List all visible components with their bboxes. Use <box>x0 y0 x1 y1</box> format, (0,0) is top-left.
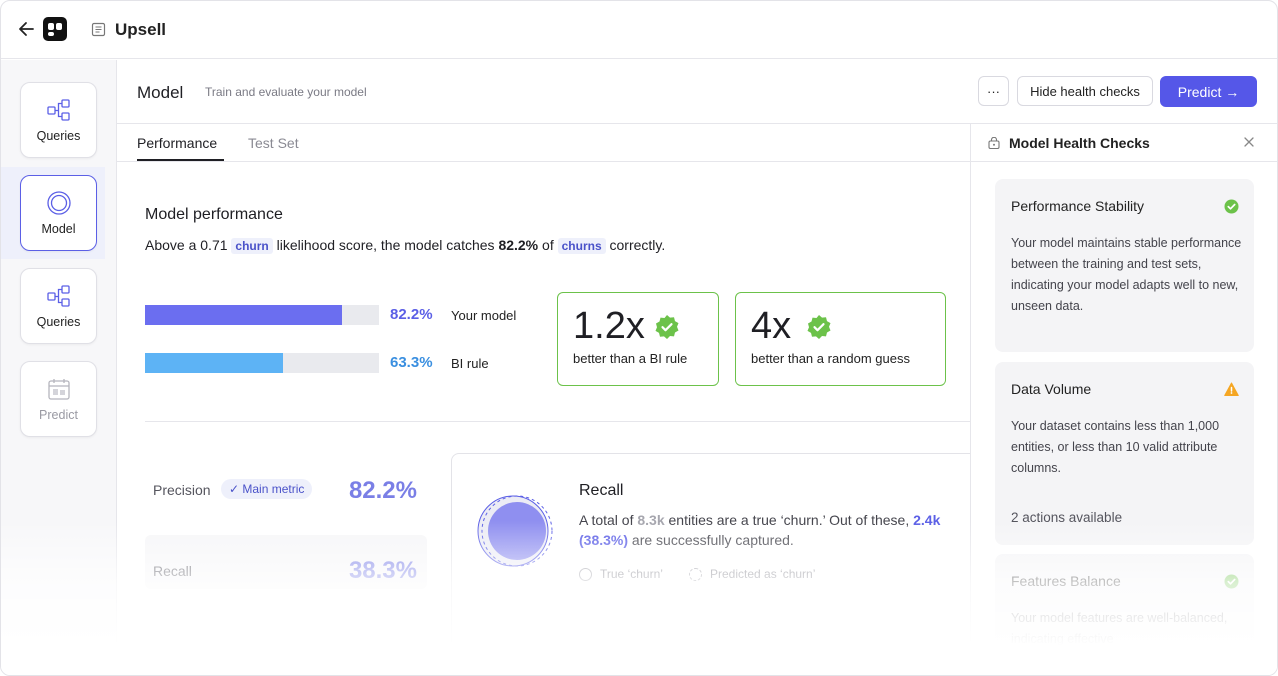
sidebar: Queries Model Queries Predict <box>1 60 117 675</box>
page-header: Model Train and evaluate your model ··· … <box>117 60 1277 124</box>
hide-health-checks-button[interactable]: Hide health checks <box>1017 76 1153 106</box>
health-card-body: Your model features are well-balanced, i… <box>1011 611 1228 646</box>
multiplier-caption: better than a random guess <box>751 351 910 366</box>
health-panel-header: Model Health Checks <box>971 124 1277 162</box>
metric-name: Precision <box>153 482 211 498</box>
dashed-circle-icon <box>689 567 702 581</box>
check-badge-icon <box>807 315 831 339</box>
recall-description: A total of 8.3k entities are a true ‘chu… <box>579 512 941 548</box>
churns-tag: churns <box>557 238 606 254</box>
top-bar: Upsell <box>1 1 1277 59</box>
main-content: Model performance Above a 0.71 churn lik… <box>117 162 981 675</box>
sidebar-item-queries[interactable]: Queries <box>20 82 97 158</box>
queries-icon <box>46 285 70 307</box>
tab-test-set[interactable]: Test Set <box>248 135 299 151</box>
bi-rule-bar-value: 63.3% <box>390 354 433 371</box>
check-badge-icon <box>655 315 679 339</box>
back-arrow-icon[interactable] <box>17 19 37 39</box>
churn-tag: churn <box>231 238 273 254</box>
health-card-performance-stability[interactable]: Performance Stability Your model maintai… <box>995 179 1254 352</box>
model-icon <box>46 191 71 215</box>
sidebar-item-label: Predict <box>39 408 78 422</box>
sidebar-item-label: Model <box>41 222 76 236</box>
performance-summary: Above a 0.71 churn likelihood score, the… <box>145 237 666 254</box>
section-title: Model performance <box>145 206 283 223</box>
bi-rule-bar-label: BI rule <box>451 356 489 371</box>
solid-circle-icon <box>579 567 592 581</box>
section-divider <box>145 421 970 422</box>
metric-row-recall[interactable]: Recall 38.3% <box>145 535 427 589</box>
tab-performance[interactable]: Performance <box>137 135 218 151</box>
app-title: Upsell <box>115 20 167 39</box>
model-bar-value: 82.2% <box>390 306 433 323</box>
bi-rule-bar <box>145 353 379 373</box>
multiplier-card-random: 4x better than a random guess <box>735 292 946 386</box>
recall-title: Recall <box>579 482 624 499</box>
multiplier-card-bi: 1.2x better than a BI rule <box>557 292 719 386</box>
multiplier-value: 4x <box>751 305 792 347</box>
metric-name: Recall <box>153 563 192 579</box>
page-subtitle: Train and evaluate your model <box>205 85 367 99</box>
sidebar-item-label: Queries <box>36 129 81 143</box>
page-title: Model <box>137 83 184 102</box>
health-card-title: Performance Stability <box>1011 198 1145 214</box>
health-card-title: Features Balance <box>1011 573 1121 589</box>
health-card-features-balance[interactable]: Features Balance Your model features are… <box>995 554 1254 675</box>
legend-predicted-churn: Predicted as ‘churn’ <box>689 567 815 581</box>
check-circle-icon <box>1224 199 1239 214</box>
main-metric-badge: ✓ Main metric <box>221 479 313 499</box>
recall-venn-diagram <box>477 495 553 567</box>
sidebar-item-queries-2[interactable]: Queries <box>20 268 97 344</box>
predict-button[interactable]: Predict → <box>1160 76 1257 107</box>
multiplier-caption: better than a BI rule <box>573 351 688 366</box>
metric-value: 38.3% <box>348 557 417 584</box>
predict-icon <box>47 379 70 400</box>
health-checks-panel: Model Health Checks Performance Stabilit… <box>970 124 1277 675</box>
model-bar-fill <box>145 305 343 325</box>
model-bar-label: Your model <box>451 308 517 323</box>
sidebar-item-predict[interactable]: Predict <box>20 361 97 437</box>
queries-icon <box>46 99 70 121</box>
active-tab-indicator <box>137 159 224 161</box>
lock-icon <box>988 137 1000 149</box>
document-icon <box>91 22 106 37</box>
health-card-title: Data Volume <box>1011 381 1092 397</box>
bi-rule-bar-fill <box>145 353 284 373</box>
health-card-data-volume[interactable]: Data Volume Your dataset contains less t… <box>995 362 1254 545</box>
model-bar <box>145 305 379 325</box>
health-card-body: Your dataset contains less than 1,000 en… <box>1011 419 1220 475</box>
sidebar-item-model[interactable]: Model <box>20 175 97 251</box>
sidebar-item-label: Queries <box>36 315 81 329</box>
warning-icon <box>1224 382 1239 396</box>
check-circle-icon <box>1224 574 1239 589</box>
multiplier-value: 1.2x <box>573 305 645 347</box>
actions-available-link[interactable]: 2 actions available <box>1011 510 1123 525</box>
more-options-button[interactable]: ··· <box>978 76 1009 106</box>
app-logo <box>43 17 67 41</box>
close-icon[interactable] <box>1243 136 1255 148</box>
tab-bar: Performance Test Set <box>117 124 970 162</box>
metric-row-precision[interactable]: Precision ✓ Main metric 82.2% <box>145 463 427 517</box>
metric-value: 82.2% <box>348 477 417 504</box>
health-card-body: Your model maintains stable performance … <box>1011 236 1242 313</box>
health-panel-title: Model Health Checks <box>1009 135 1150 151</box>
legend-true-churn: True ‘churn’ <box>579 567 663 581</box>
recall-card: Recall A total of 8.3k entities are a tr… <box>451 453 981 675</box>
